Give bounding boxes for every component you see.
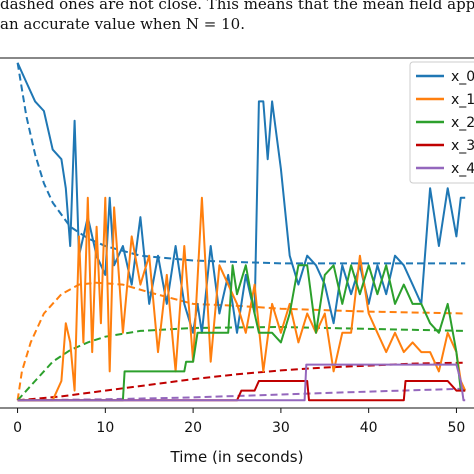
series-x2-simulated-line (17, 264, 466, 402)
series-x3-simulated-line (17, 380, 466, 402)
legend-label-x3: x_3 (451, 138, 474, 154)
legend-label-x1: x_1 (451, 92, 474, 108)
x-tick-label-40: 40 (360, 420, 378, 436)
series-x4-simulated-line (17, 363, 466, 402)
series-layer (16, 62, 467, 402)
series-x4-mean-field-line (17, 387, 466, 402)
series-x2-mean-field-line (16, 325, 466, 401)
x-tick-label-50: 50 (448, 420, 466, 436)
x-tick-layer: 0 10 20 30 40 50 (13, 408, 465, 436)
legend: x_0 x_1 x_2 x_3 x_4 (409, 61, 474, 184)
series-x1-simulated-line (17, 196, 467, 402)
legend-label-x0: x_0 (451, 69, 474, 85)
series-x0-mean-field-line (16, 62, 466, 265)
x-tick-label-0: 0 (13, 420, 22, 436)
legend-label-x4: x_4 (451, 161, 474, 177)
x-tick-label-10: 10 (96, 420, 114, 436)
caption-line-1: dashed ones are not close. This means th… (0, 0, 474, 13)
caption-line-2: an accurate value when N = 10. (0, 15, 245, 33)
legend-label-x2: x_2 (451, 115, 474, 131)
x-tick-label-20: 20 (184, 420, 202, 436)
x-axis-label: Time (in seconds) (170, 448, 304, 466)
x-tick-label-30: 30 (272, 420, 290, 436)
caption: dashed ones are not close. This means th… (0, 0, 474, 34)
